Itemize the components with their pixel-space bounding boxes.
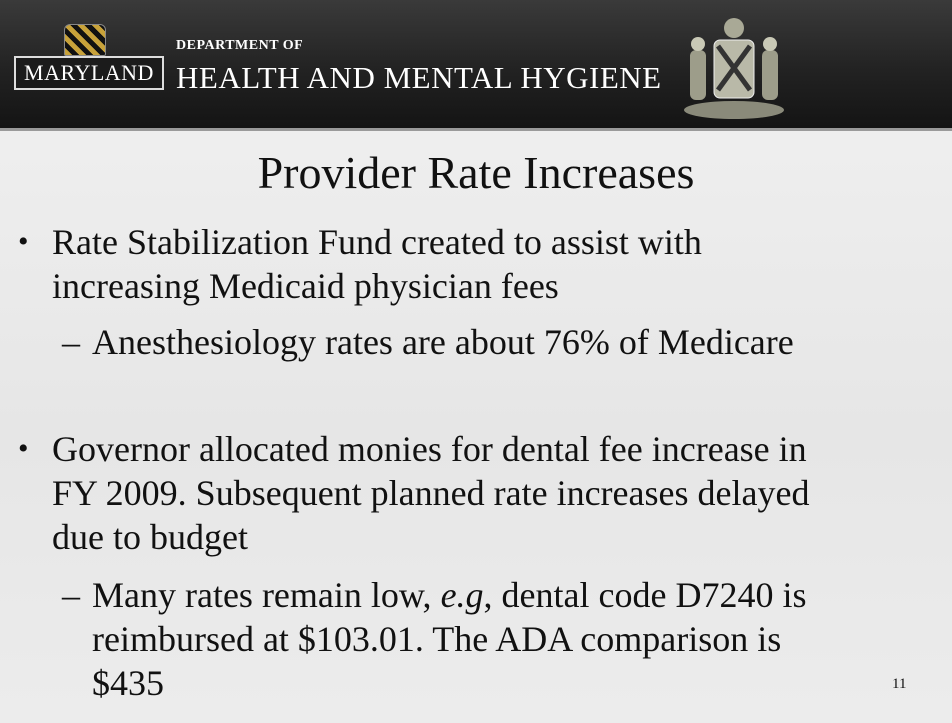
text-run: $435 — [92, 663, 164, 703]
page-number: 11 — [892, 676, 907, 692]
slide-title: Provider Rate Increases — [257, 147, 695, 198]
seal-figure-right — [762, 50, 778, 100]
sub-bullet-dash: – — [62, 575, 80, 615]
bullet-dot: • — [18, 432, 29, 465]
bullet-text: Rate Stabilization Fund created to assis… — [52, 222, 702, 262]
bullet-text: due to budget — [52, 517, 248, 557]
state-seal — [684, 18, 784, 119]
bullet-text: Governor allocated monies for dental fee… — [52, 429, 807, 469]
text-run: , dental code D7240 is — [483, 575, 807, 615]
text-run: e.g — [440, 575, 484, 615]
department-label: DEPARTMENT OF — [176, 38, 304, 53]
seal-base — [684, 101, 784, 119]
seal-figure-left — [690, 50, 706, 100]
logo-text: MARYLAND — [14, 56, 164, 90]
agency-name: HEALTH AND MENTAL HYGIENE — [176, 60, 662, 95]
sub-bullet-dash: – — [62, 322, 80, 362]
logo-flag — [64, 24, 106, 56]
sub-bullet-text: reimbursed at $103.01. The ADA compariso… — [92, 617, 781, 661]
seal-cross — [715, 44, 753, 92]
sub-bullet-text: Anesthesiology rates are about 76% of Me… — [92, 320, 794, 364]
bullet-text: increasing Medicaid physician fees — [52, 266, 559, 306]
text-run: reimbursed at $103.01. The ADA compariso… — [92, 619, 782, 659]
text-run: Many rates remain low, — [92, 575, 441, 615]
sub-bullet-text: Many rates remain low, e.g, dental code … — [92, 573, 806, 617]
seal-head-left — [691, 37, 705, 51]
header-band: MARYLAND DEPARTMENT OF HEALTH AND MENTAL… — [0, 0, 952, 131]
text-run: Anesthesiology rates are about 76% of Me… — [92, 322, 794, 362]
seal-crest — [724, 18, 744, 38]
sub-bullet-text: $435 — [92, 661, 164, 705]
seal-head-right — [763, 37, 777, 51]
bullet-dot: • — [18, 225, 29, 258]
bullet-text: FY 2009. Subsequent planned rate increas… — [52, 473, 810, 513]
